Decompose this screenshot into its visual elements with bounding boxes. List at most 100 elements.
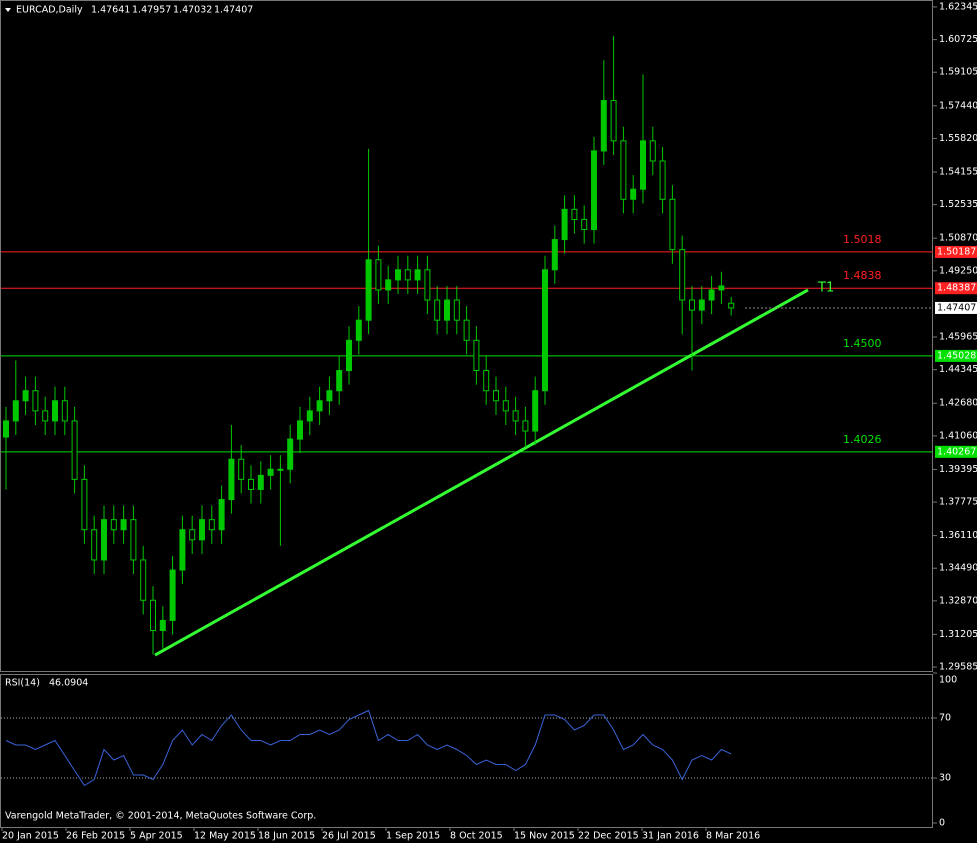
y-tick-label: 1.41060 xyxy=(939,430,977,441)
rsi-tick-label: 70 xyxy=(939,713,951,724)
rsi-last: 46.0904 xyxy=(49,678,88,689)
y-tick-label: 1.29585 xyxy=(939,662,977,673)
candle-body xyxy=(395,269,401,281)
price-tag xyxy=(935,301,977,314)
candle-body xyxy=(649,140,656,162)
candle-body xyxy=(257,474,264,490)
candle-body xyxy=(493,390,499,402)
candle-body xyxy=(61,400,68,422)
price-tag xyxy=(935,349,977,362)
candle-body xyxy=(218,499,225,531)
y-tick-label: 1.44345 xyxy=(939,364,977,375)
price-tag-label: 1.48387 xyxy=(937,283,976,294)
candle-body xyxy=(610,100,617,142)
y-tick-label: 1.32870 xyxy=(939,595,977,606)
candle-body xyxy=(591,150,597,231)
ohlc-open: 1.47641 xyxy=(91,5,130,16)
price-tag xyxy=(935,245,977,258)
candle-body xyxy=(248,478,254,490)
candle-body xyxy=(483,370,490,392)
candle-body xyxy=(679,249,686,301)
chart-title: EURCAD,Daily xyxy=(16,5,83,16)
y-tick-label: 1.60725 xyxy=(939,34,977,45)
ohlc-low: 1.47032 xyxy=(173,5,212,16)
candle-body xyxy=(346,339,352,372)
candle-body xyxy=(287,438,294,470)
candle-body xyxy=(159,619,166,631)
x-tick-label: 26 Feb 2015 xyxy=(66,831,125,842)
x-tick-label: 20 Jan 2015 xyxy=(2,831,59,842)
candle-body xyxy=(640,140,646,190)
candle-body xyxy=(316,400,323,412)
rsi-panel xyxy=(0,674,933,828)
level-label: 1.4838 xyxy=(843,269,882,282)
level-label: 1.4026 xyxy=(843,433,882,446)
y-tick-label: 1.54155 xyxy=(939,166,977,177)
candle-body xyxy=(434,299,441,321)
candle-body xyxy=(199,519,205,541)
candle-body xyxy=(718,285,725,291)
price-tag-label: 1.40267 xyxy=(937,446,976,457)
candle-body xyxy=(140,559,147,601)
rsi-tick-label: 100 xyxy=(939,675,957,686)
x-tick-label: 5 Apr 2015 xyxy=(130,831,183,842)
candle-body xyxy=(630,188,637,200)
x-tick-label: 8 Mar 2016 xyxy=(706,831,760,842)
trendline-label: T1 xyxy=(817,280,834,295)
rsi-line xyxy=(5,709,732,787)
candle-body xyxy=(689,299,695,311)
candle-body xyxy=(336,370,343,392)
candle-body xyxy=(355,319,362,341)
candle-body xyxy=(414,269,421,281)
ohlc-close: 1.47407 xyxy=(214,5,253,16)
candle-body xyxy=(542,269,548,392)
candle-body xyxy=(228,458,235,501)
price-tag xyxy=(935,282,977,295)
candle-body xyxy=(708,289,715,301)
footer: Varengold MetaTrader, © 2001-2014, MetaQ… xyxy=(5,811,316,822)
candle-body xyxy=(32,390,39,412)
candle-body xyxy=(728,302,735,309)
x-tick-label: 18 Jun 2015 xyxy=(258,831,315,842)
candle-body xyxy=(561,208,568,241)
candle-body xyxy=(81,478,88,531)
candle-body xyxy=(208,519,215,531)
candle-body xyxy=(659,160,666,200)
candle-body xyxy=(238,458,245,480)
candle-body xyxy=(365,259,372,321)
level-label: 1.4500 xyxy=(843,337,882,350)
candle-body xyxy=(463,319,470,341)
candle-body xyxy=(551,239,558,271)
y-tick-label: 1.49250 xyxy=(939,265,977,276)
y-tick-label: 1.37775 xyxy=(939,497,977,508)
y-tick-label: 1.36110 xyxy=(939,530,977,541)
trendline xyxy=(154,288,809,657)
price-tag xyxy=(935,445,977,458)
y-tick-label: 1.45965 xyxy=(939,332,977,343)
candle-body xyxy=(52,400,58,422)
current-price-label: 1.47407 xyxy=(937,302,976,313)
y-tick-label: 1.59105 xyxy=(939,67,977,78)
candle-body xyxy=(189,529,196,541)
x-tick-label: 1 Sep 2015 xyxy=(386,831,440,842)
y-tick-label: 1.39395 xyxy=(939,464,977,475)
candle-body xyxy=(581,218,588,231)
y-tick-label: 1.34490 xyxy=(939,563,977,574)
candle-body xyxy=(297,420,303,440)
y-tick-label: 1.55820 xyxy=(939,133,977,144)
candle-body xyxy=(698,299,705,311)
candle-body xyxy=(12,400,19,422)
candle-body xyxy=(169,569,176,621)
candle-body xyxy=(473,339,480,372)
candle-body xyxy=(385,279,392,291)
candle-body xyxy=(512,410,519,422)
candle-body xyxy=(669,198,676,251)
rsi-title: RSI(14) xyxy=(5,678,40,689)
y-tick-label: 1.42680 xyxy=(939,398,977,409)
candle-body xyxy=(620,140,627,200)
menu-arrow xyxy=(5,8,11,12)
candle-body xyxy=(71,420,78,480)
candle-body xyxy=(101,519,107,561)
x-tick-label: 12 May 2015 xyxy=(194,831,256,842)
